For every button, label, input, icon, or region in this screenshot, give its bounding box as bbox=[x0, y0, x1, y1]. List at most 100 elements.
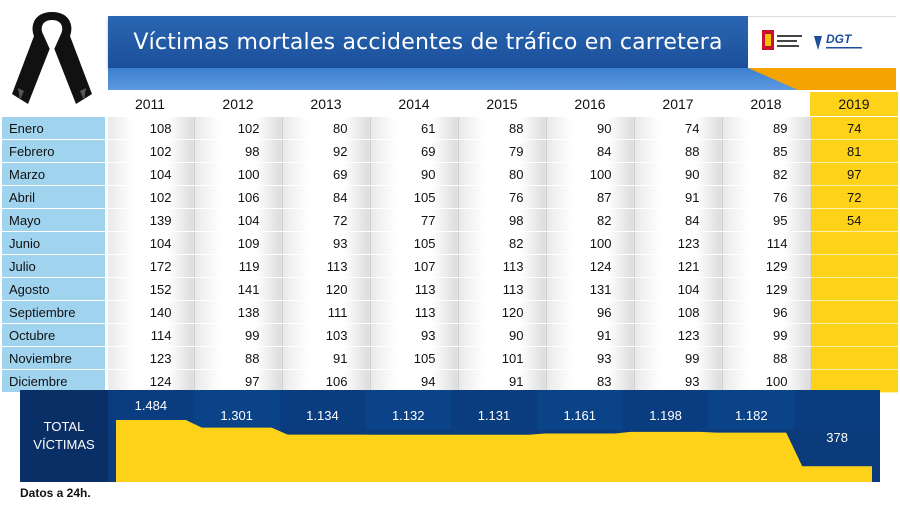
month-label: Diciembre bbox=[2, 369, 108, 393]
cell-agosto-2013: 120 bbox=[282, 277, 371, 301]
cell-julio-2019 bbox=[810, 254, 898, 278]
month-label: Septiembre bbox=[2, 300, 108, 324]
cell-febrero-2018: 85 bbox=[722, 139, 811, 163]
cell-septiembre-2011: 140 bbox=[106, 300, 195, 324]
page-title: Víctimas mortales accidentes de tráfico … bbox=[133, 29, 723, 55]
cell-agosto-2015: 113 bbox=[458, 277, 547, 301]
total-value-2019: 378 bbox=[826, 430, 848, 445]
cell-diciembre-2016: 83 bbox=[546, 369, 635, 393]
totals-area bbox=[116, 420, 872, 482]
gobierno-logo-icon bbox=[762, 30, 802, 50]
total-value-2012: 1.301 bbox=[220, 408, 253, 423]
cell-julio-2018: 129 bbox=[722, 254, 811, 278]
month-label: Abril bbox=[2, 185, 108, 209]
cell-noviembre-2019 bbox=[810, 346, 898, 370]
year-header-2012: 2012 bbox=[194, 92, 282, 117]
table-row: Mayo 139 104 72 77 98 82 84 95 54 bbox=[2, 208, 898, 232]
cell-julio-2012: 119 bbox=[194, 254, 283, 278]
dgt-logo-icon: DGT bbox=[814, 32, 862, 50]
table-row: Febrero 102 98 92 69 79 84 88 85 81 bbox=[2, 139, 898, 163]
cell-diciembre-2018: 100 bbox=[722, 369, 811, 393]
totals-column-2019 bbox=[794, 390, 880, 430]
cell-septiembre-2016: 96 bbox=[546, 300, 635, 324]
cell-mayo-2017: 84 bbox=[634, 208, 723, 232]
year-header-2018: 2018 bbox=[722, 92, 810, 117]
table-body: Enero 108 102 80 61 88 90 74 89 74 Febrero 102 98 92 6… bbox=[2, 116, 898, 393]
cell-octubre-2019 bbox=[810, 323, 898, 347]
cell-diciembre-2011: 124 bbox=[106, 369, 195, 393]
year-header-2011: 2011 bbox=[106, 92, 194, 117]
highlight-band-2019 bbox=[748, 68, 896, 90]
cell-febrero-2012: 98 bbox=[194, 139, 283, 163]
totals-band bbox=[20, 390, 880, 482]
totals-column-2013 bbox=[279, 390, 366, 430]
total-value-2014: 1.132 bbox=[391, 408, 425, 423]
cell-marzo-2015: 80 bbox=[458, 162, 547, 186]
cell-marzo-2014: 90 bbox=[370, 162, 459, 186]
cell-abril-2015: 76 bbox=[458, 185, 547, 209]
cell-octubre-2016: 91 bbox=[546, 323, 635, 347]
cell-mayo-2018: 95 bbox=[722, 208, 811, 232]
cell-enero-2013: 80 bbox=[282, 116, 371, 140]
cell-junio-2015: 82 bbox=[458, 231, 547, 255]
month-label: Octubre bbox=[2, 323, 108, 347]
cell-agosto-2016: 131 bbox=[546, 277, 635, 301]
cell-mayo-2019: 54 bbox=[810, 208, 898, 232]
cell-octubre-2013: 103 bbox=[282, 323, 371, 347]
cell-marzo-2017: 90 bbox=[634, 162, 723, 186]
cell-agosto-2019 bbox=[810, 277, 898, 301]
cell-abril-2013: 84 bbox=[282, 185, 371, 209]
cell-abril-2012: 106 bbox=[194, 185, 283, 209]
cell-diciembre-2013: 106 bbox=[282, 369, 371, 393]
cell-octubre-2014: 93 bbox=[370, 323, 459, 347]
page-title-bar: Víctimas mortales accidentes de tráfico … bbox=[108, 16, 748, 68]
month-label: Marzo bbox=[2, 162, 108, 186]
cell-enero-2015: 88 bbox=[458, 116, 547, 140]
cell-septiembre-2019 bbox=[810, 300, 898, 324]
cell-octubre-2018: 99 bbox=[722, 323, 811, 347]
cell-febrero-2015: 79 bbox=[458, 139, 547, 163]
month-label: Agosto bbox=[2, 277, 108, 301]
table-row: Abril 102 106 84 105 76 87 91 76 72 bbox=[2, 185, 898, 209]
total-value-2013: 1.134 bbox=[306, 408, 339, 423]
month-label: Enero bbox=[2, 116, 108, 140]
month-label: Julio bbox=[2, 254, 108, 278]
cell-noviembre-2012: 88 bbox=[194, 346, 283, 370]
cell-octubre-2015: 90 bbox=[458, 323, 547, 347]
year-header-2013: 2013 bbox=[282, 92, 370, 117]
table-row: Septiembre 140 138 111 113 120 96 108 96 bbox=[2, 300, 898, 324]
cell-enero-2016: 90 bbox=[546, 116, 635, 140]
cell-febrero-2011: 102 bbox=[106, 139, 195, 163]
total-value-2016: 1.161 bbox=[563, 408, 597, 423]
month-label: Junio bbox=[2, 231, 108, 255]
cell-enero-2018: 89 bbox=[722, 116, 811, 140]
cell-junio-2011: 104 bbox=[106, 231, 195, 255]
cell-agosto-2014: 113 bbox=[370, 277, 459, 301]
cell-abril-2016: 87 bbox=[546, 185, 635, 209]
year-header-2017: 2017 bbox=[634, 92, 722, 117]
cell-febrero-2017: 88 bbox=[634, 139, 723, 163]
cell-diciembre-2019 bbox=[810, 369, 898, 393]
table-row: Marzo 104 100 69 90 80 100 90 82 97 bbox=[2, 162, 898, 186]
cell-noviembre-2013: 91 bbox=[282, 346, 371, 370]
table-row: Octubre 114 99 103 93 90 91 123 99 bbox=[2, 323, 898, 347]
mourning-ribbon-icon bbox=[12, 12, 92, 104]
cell-junio-2014: 105 bbox=[370, 231, 459, 255]
totals-column-2014 bbox=[365, 390, 452, 430]
cell-septiembre-2018: 96 bbox=[722, 300, 811, 324]
year-header-row: 2011 2012 2013 2014 2015 2016 2017 2018 2019 bbox=[2, 92, 898, 117]
cell-mayo-2012: 104 bbox=[194, 208, 283, 232]
cell-diciembre-2017: 93 bbox=[634, 369, 723, 393]
dgt-logo-text: DGT bbox=[826, 32, 853, 46]
cell-junio-2013: 93 bbox=[282, 231, 371, 255]
header-band bbox=[108, 68, 800, 90]
cell-julio-2015: 113 bbox=[458, 254, 547, 278]
cell-julio-2016: 124 bbox=[546, 254, 635, 278]
cell-diciembre-2014: 94 bbox=[370, 369, 459, 393]
cell-agosto-2018: 129 bbox=[722, 277, 811, 301]
cell-marzo-2016: 100 bbox=[546, 162, 635, 186]
cell-octubre-2012: 99 bbox=[194, 323, 283, 347]
cell-junio-2018: 114 bbox=[722, 231, 811, 255]
cell-noviembre-2016: 93 bbox=[546, 346, 635, 370]
cell-mayo-2015: 98 bbox=[458, 208, 547, 232]
